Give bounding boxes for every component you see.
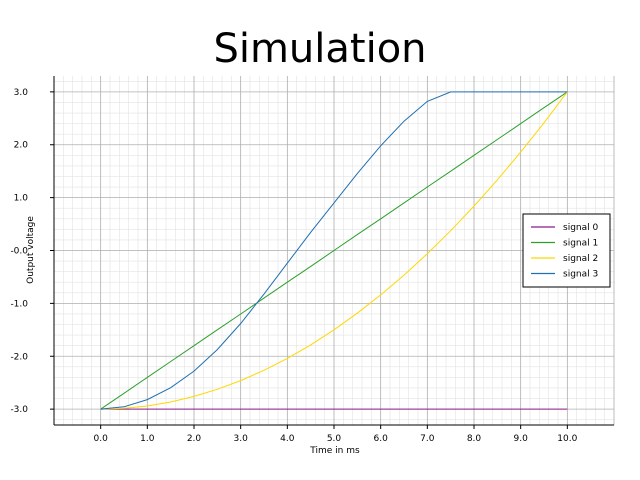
x-tick-label: 6.0 xyxy=(374,434,389,444)
x-tick-label: 9.0 xyxy=(514,434,529,444)
x-tick-label: 1.0 xyxy=(140,434,155,444)
y-tick-labels: -3.0 -2.0 -1.0 -0.0 1.0 2.0 3.0 xyxy=(10,88,54,415)
x-tick-label: 10.0 xyxy=(557,434,577,444)
x-tick-label: 0.0 xyxy=(94,434,109,444)
y-tick-label: -2.0 xyxy=(10,352,28,362)
x-tick-label: 4.0 xyxy=(280,434,295,444)
legend-box xyxy=(522,213,611,288)
x-tick-label: 5.0 xyxy=(327,434,342,444)
y-tick-label: -1.0 xyxy=(10,299,28,309)
legend-label: signal 1 xyxy=(563,239,598,249)
legend-label: signal 0 xyxy=(563,223,598,233)
y-tick-label: 3.0 xyxy=(14,88,29,98)
legend-label: signal 2 xyxy=(563,254,598,264)
y-tick-label: 2.0 xyxy=(14,141,29,151)
legend-label: signal 3 xyxy=(563,270,598,280)
x-tick-label: 8.0 xyxy=(467,434,482,444)
series-line-signal-3 xyxy=(100,91,568,410)
y-tick-label: -0.0 xyxy=(10,247,28,257)
legend: signal 0 signal 1 signal 2 signal 3 xyxy=(522,213,611,288)
series-line-signal-1 xyxy=(100,91,568,410)
chart-title: Simulation xyxy=(213,26,426,72)
series-lines xyxy=(100,91,568,410)
y-tick-label: 1.0 xyxy=(14,194,29,204)
x-tick-label: 7.0 xyxy=(420,434,435,444)
y-axis-label: Output voltage xyxy=(26,216,36,284)
x-axis-label: Time in ms xyxy=(309,446,360,456)
series-line-signal-2 xyxy=(100,91,568,410)
x-tick-label: 3.0 xyxy=(234,434,249,444)
y-tick-label: -3.0 xyxy=(10,405,28,415)
x-tick-label: 2.0 xyxy=(187,434,202,444)
x-tick-labels: 0.0 1.0 2.0 3.0 4.0 5.0 6.0 7.0 8.0 9.0 10.0 xyxy=(94,425,578,444)
